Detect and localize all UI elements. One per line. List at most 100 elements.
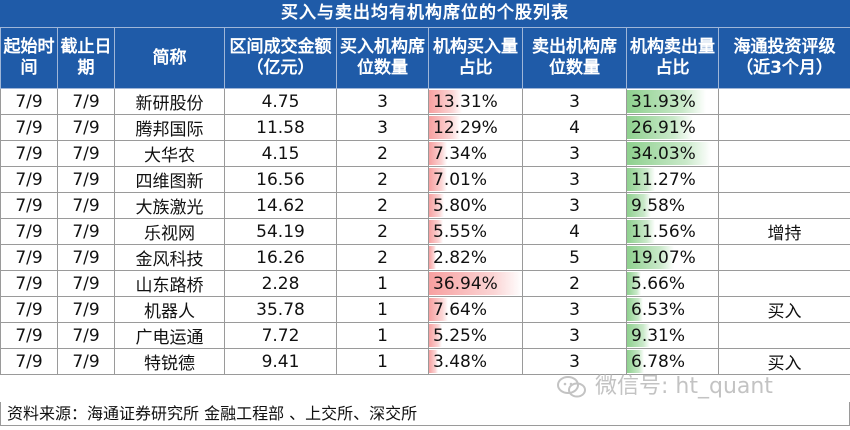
- buy-ratio-bar: [429, 194, 444, 217]
- institution-seat-table: 起始时间 截止日期 简称 区间成交金额（亿元） 买入机构席位数量 机构买入量占比…: [0, 27, 850, 375]
- cell-start-time: 7/9: [0, 88, 58, 115]
- ratio-value: 5.80%: [433, 195, 488, 216]
- cell-end-date: 7/9: [57, 270, 115, 297]
- wechat-icon: [556, 375, 588, 399]
- ratio-value: 6.53%: [631, 299, 686, 320]
- cell-sell-ratio: 6.78%: [626, 348, 719, 375]
- cell-rating: [718, 322, 850, 349]
- ratio-value: 5.66%: [631, 273, 686, 294]
- cell-buy-ratio: 5.80%: [428, 192, 523, 219]
- buy-ratio-bar: [429, 220, 443, 243]
- table-body: 7/9 7/9 新研股份 4.75 3 13.31% 3 31.93% 7/9 7/9 腾邦国际 11…: [0, 88, 850, 375]
- ratio-value: 31.93%: [631, 91, 696, 112]
- cell-sell-ratio: 26.91%: [626, 114, 719, 141]
- cell-start-time: 7/9: [0, 140, 58, 167]
- cell-rating: [718, 140, 850, 167]
- cell-amount: 4.75: [224, 88, 337, 115]
- cell-end-date: 7/9: [57, 322, 115, 349]
- cell-rating: [718, 166, 850, 193]
- cell-sell-seats: 5: [522, 244, 627, 271]
- cell-sell-ratio: 9.31%: [626, 322, 719, 349]
- cell-name: 新研股份: [114, 88, 225, 115]
- cell-start-time: 7/9: [0, 192, 58, 219]
- cell-start-time: 7/9: [0, 270, 58, 297]
- watermark-text: 微信号: ht_quant: [595, 374, 773, 399]
- cell-buy-ratio: 12.29%: [428, 114, 523, 141]
- cell-sell-ratio: 34.03%: [626, 140, 719, 167]
- cell-sell-seats: 3: [522, 296, 627, 323]
- buy-ratio-bar: [429, 246, 437, 269]
- header-sell-seats: 卖出机构席位数量: [522, 27, 627, 89]
- cell-name: 特锐德: [114, 348, 225, 375]
- ratio-value: 2.82%: [433, 247, 488, 268]
- cell-buy-seats: 1: [336, 270, 429, 297]
- buy-ratio-bar: [429, 116, 460, 139]
- cell-sell-ratio: 5.66%: [626, 270, 719, 297]
- cell-buy-ratio: 13.31%: [428, 88, 523, 115]
- cell-start-time: 7/9: [0, 348, 58, 375]
- table-row: 7/9 7/9 腾邦国际 11.58 3 12.29% 4 26.91%: [0, 114, 850, 141]
- cell-buy-ratio: 5.55%: [428, 218, 523, 245]
- cell-amount: 35.78: [224, 296, 337, 323]
- cell-sell-seats: 2: [522, 270, 627, 297]
- sell-ratio-bar: [627, 220, 656, 243]
- table-row: 7/9 7/9 四维图新 16.56 2 7.01% 3 11.27%: [0, 166, 850, 193]
- cell-sell-ratio: 9.58%: [626, 192, 719, 219]
- cell-buy-seats: 1: [336, 296, 429, 323]
- cell-end-date: 7/9: [57, 166, 115, 193]
- cell-sell-ratio: 6.53%: [626, 296, 719, 323]
- cell-name: 大华农: [114, 140, 225, 167]
- cell-rating: [718, 244, 850, 271]
- cell-name: 乐视网: [114, 218, 225, 245]
- cell-end-date: 7/9: [57, 114, 115, 141]
- buy-ratio-bar: [429, 272, 522, 295]
- table-row: 7/9 7/9 广电运通 7.72 1 5.25% 3 9.31%: [0, 322, 850, 349]
- header-rating: 海通投资评级（近3个月）: [718, 27, 850, 89]
- cell-buy-seats: 2: [336, 192, 429, 219]
- cell-sell-seats: 3: [522, 88, 627, 115]
- sell-ratio-bar: [627, 168, 655, 191]
- cell-start-time: 7/9: [0, 322, 58, 349]
- cell-end-date: 7/9: [57, 140, 115, 167]
- cell-buy-ratio: 3.48%: [428, 348, 523, 375]
- table-row: 7/9 7/9 大华农 4.15 2 7.34% 3 34.03%: [0, 140, 850, 167]
- ratio-value: 36.94%: [433, 273, 498, 294]
- cell-name: 机器人: [114, 296, 225, 323]
- ratio-value: 7.01%: [433, 169, 488, 190]
- table-row: 7/9 7/9 新研股份 4.75 3 13.31% 3 31.93%: [0, 88, 850, 115]
- cell-amount: 16.56: [224, 166, 337, 193]
- sell-ratio-bar: [627, 246, 674, 269]
- cell-amount: 4.15: [224, 140, 337, 167]
- ratio-value: 9.31%: [631, 325, 686, 346]
- header-end-date: 截止日期: [57, 27, 115, 89]
- cell-buy-seats: 2: [336, 218, 429, 245]
- sell-ratio-bar: [627, 90, 706, 113]
- cell-amount: 11.58: [224, 114, 337, 141]
- table-row: 7/9 7/9 金风科技 16.26 2 2.82% 5 19.07%: [0, 244, 850, 271]
- cell-rating: 买入: [718, 296, 850, 323]
- sell-ratio-bar: [627, 324, 650, 347]
- cell-start-time: 7/9: [0, 218, 58, 245]
- cell-sell-ratio: 11.27%: [626, 166, 719, 193]
- ratio-value: 5.25%: [433, 325, 488, 346]
- ratio-value: 13.31%: [433, 91, 498, 112]
- cell-amount: 54.19: [224, 218, 337, 245]
- watermark: 微信号: ht_quant: [556, 372, 846, 402]
- cell-buy-seats: 1: [336, 348, 429, 375]
- cell-amount: 16.26: [224, 244, 337, 271]
- table-row: 7/9 7/9 大族激光 14.62 2 5.80% 3 9.58%: [0, 192, 850, 219]
- ratio-value: 3.48%: [433, 351, 488, 372]
- cell-rating: 增持: [718, 218, 850, 245]
- buy-ratio-bar: [429, 90, 463, 113]
- header-sell-ratio: 机构卖出量占比: [626, 27, 719, 89]
- cell-name: 大族激光: [114, 192, 225, 219]
- buy-ratio-bar: [429, 142, 448, 165]
- ratio-value: 9.58%: [631, 195, 686, 216]
- ratio-value: 5.55%: [433, 221, 488, 242]
- header-buy-ratio: 机构买入量占比: [428, 27, 523, 89]
- cell-buy-seats: 2: [336, 244, 429, 271]
- cell-amount: 14.62: [224, 192, 337, 219]
- cell-sell-seats: 3: [522, 322, 627, 349]
- cell-start-time: 7/9: [0, 166, 58, 193]
